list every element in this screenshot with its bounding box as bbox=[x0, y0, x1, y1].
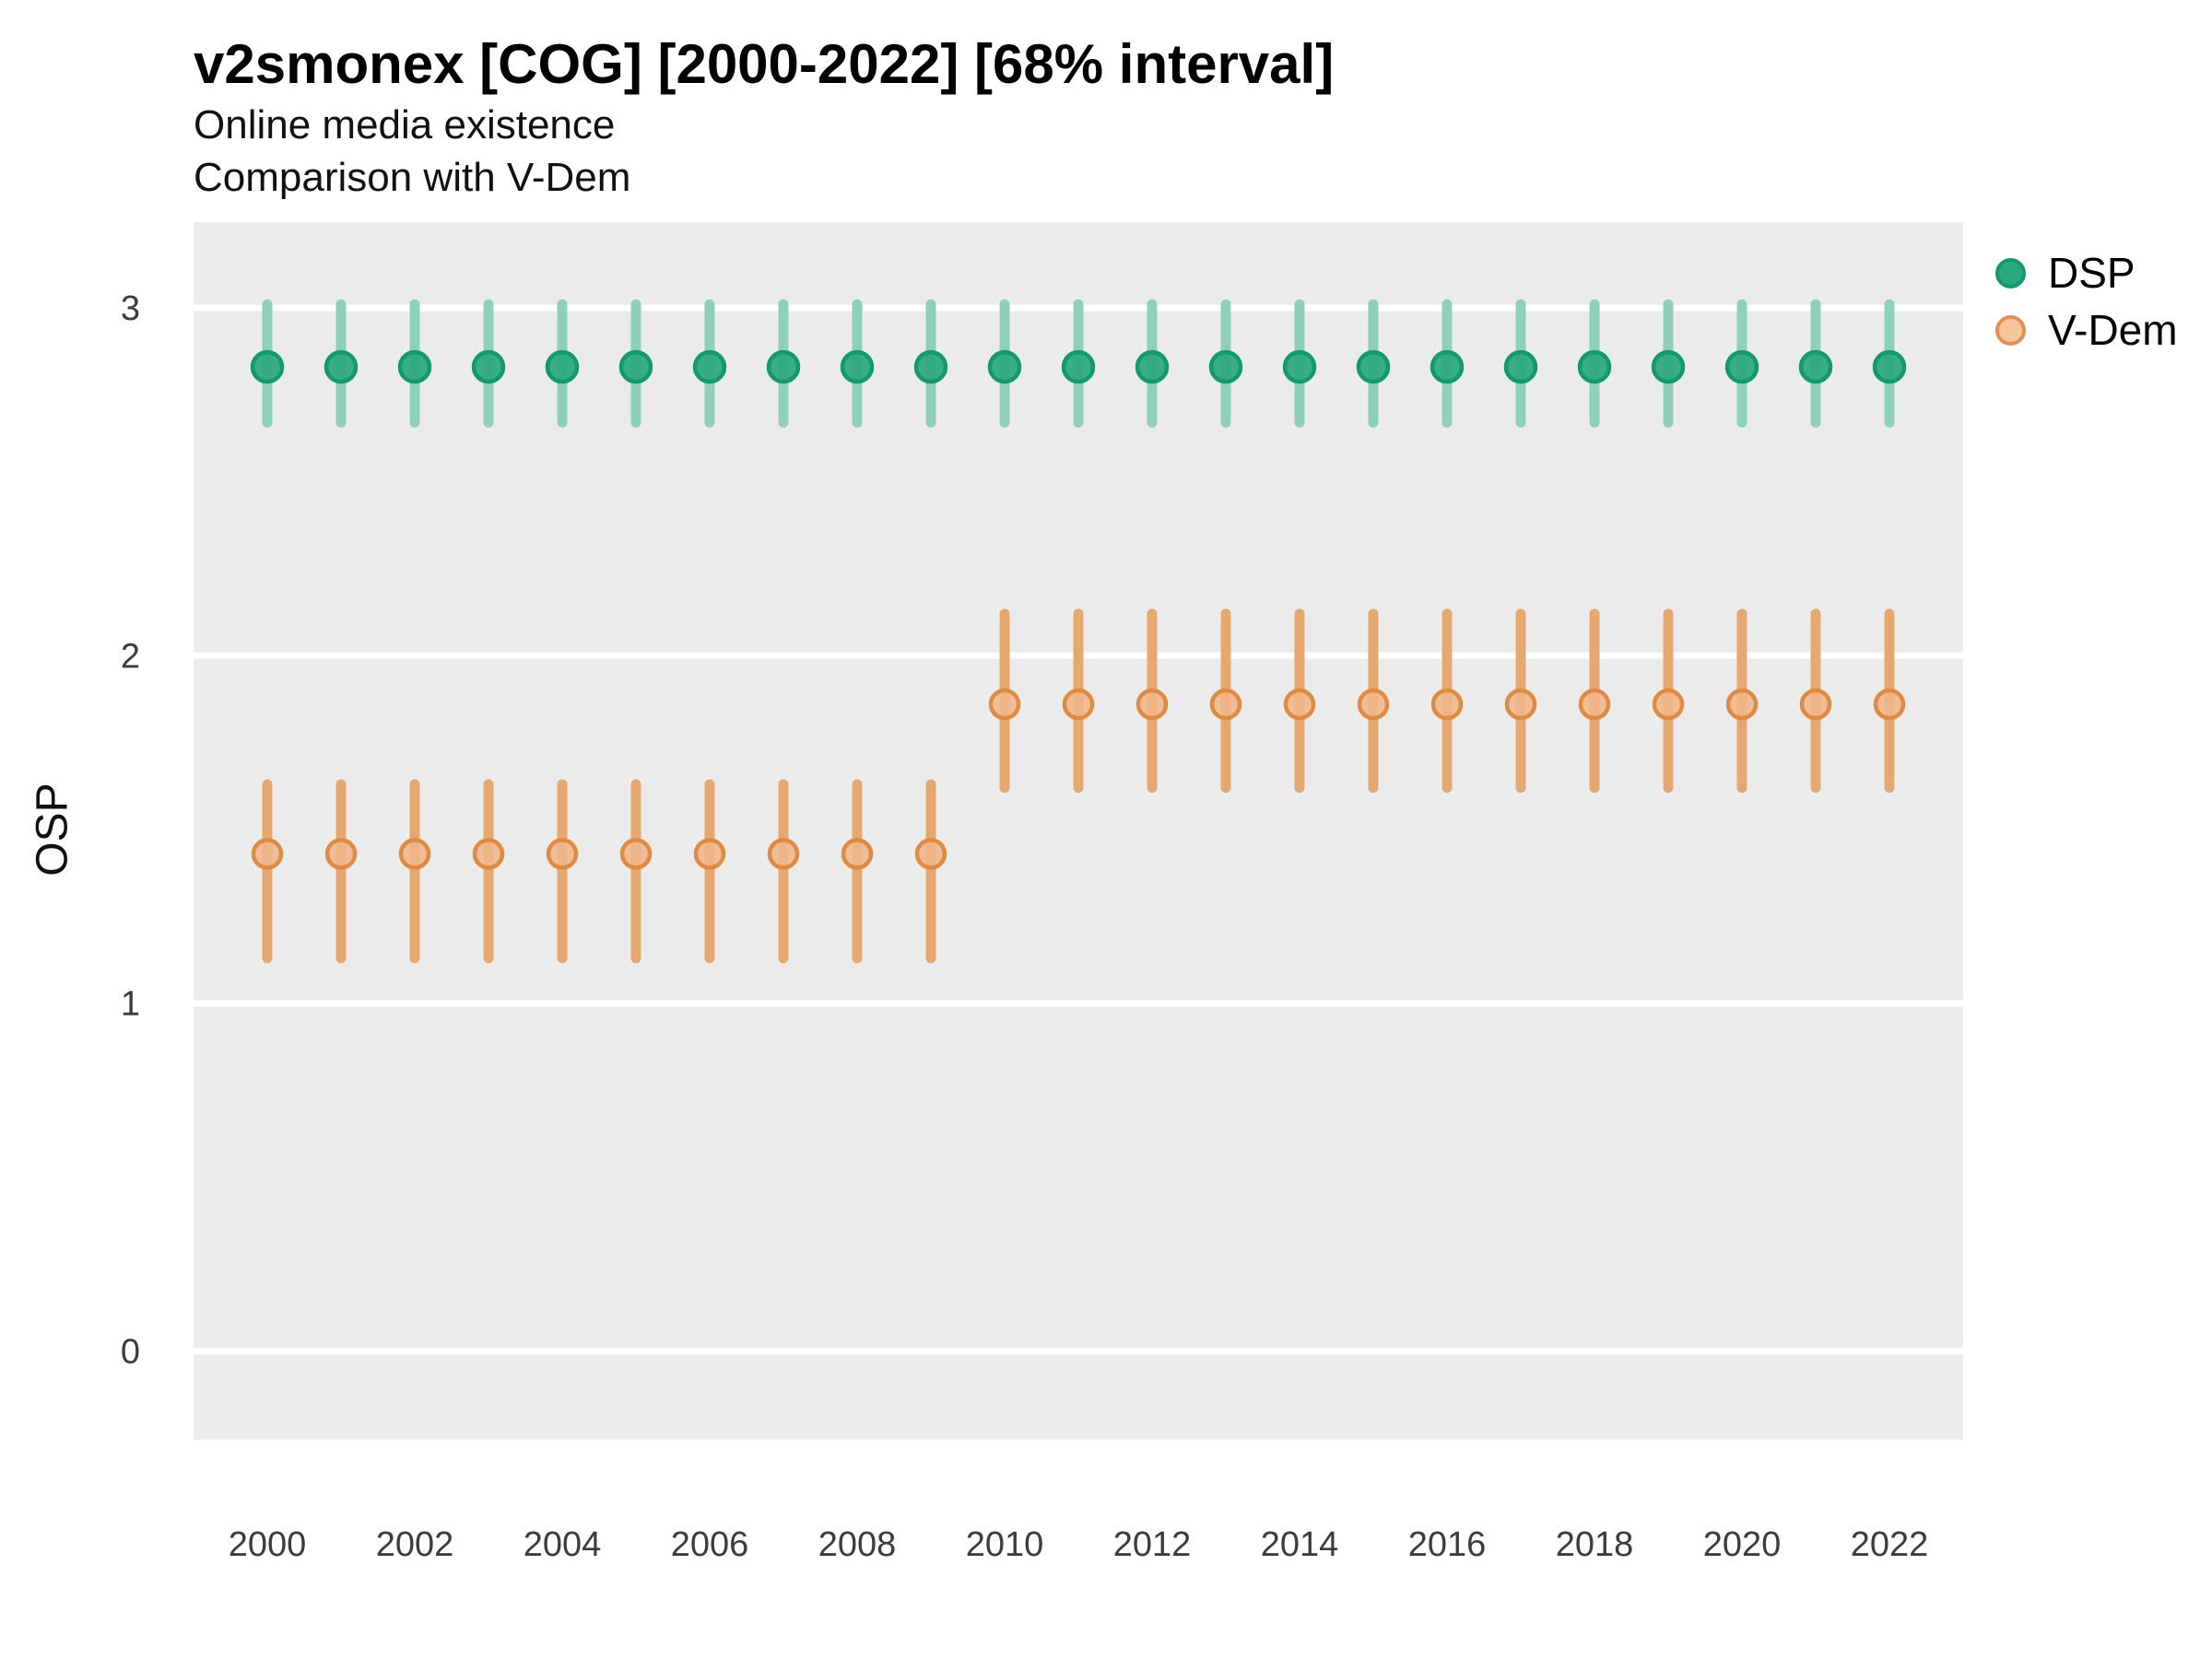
point-dsp-2021 bbox=[1798, 349, 1833, 384]
legend: DSP V-Dem bbox=[1995, 251, 2178, 352]
point-v-dem-2002 bbox=[398, 838, 431, 870]
point-dsp-2020 bbox=[1724, 349, 1759, 384]
point-v-dem-2018 bbox=[1578, 688, 1611, 721]
y-tick-label-0: 0 bbox=[121, 1333, 140, 1371]
point-dsp-2008 bbox=[840, 349, 875, 384]
point-dsp-2019 bbox=[1651, 349, 1686, 384]
point-dsp-2015 bbox=[1356, 349, 1391, 384]
point-v-dem-2008 bbox=[841, 838, 874, 870]
x-tick-label-2008: 2008 bbox=[818, 1525, 897, 1564]
legend-item-dsp: DSP bbox=[1995, 251, 2178, 295]
point-dsp-2017 bbox=[1503, 349, 1538, 384]
point-dsp-2014 bbox=[1282, 349, 1317, 384]
point-dsp-2009 bbox=[913, 349, 948, 384]
point-dsp-2000 bbox=[250, 349, 285, 384]
point-v-dem-2010 bbox=[988, 688, 1021, 721]
point-v-dem-2016 bbox=[1430, 688, 1464, 721]
point-v-dem-2000 bbox=[251, 838, 284, 870]
point-v-dem-2011 bbox=[1062, 688, 1095, 721]
point-v-dem-2013 bbox=[1209, 688, 1242, 721]
chart-subtitle-line2: Comparison with V-Dem bbox=[194, 155, 631, 200]
x-tick-label-2020: 2020 bbox=[1703, 1525, 1782, 1564]
point-dsp-2018 bbox=[1577, 349, 1612, 384]
point-v-dem-2005 bbox=[619, 838, 653, 870]
y-tick-label-2: 2 bbox=[121, 637, 140, 676]
y-tick-label-1: 1 bbox=[121, 985, 140, 1024]
x-tick-label-2022: 2022 bbox=[1851, 1525, 1929, 1564]
x-tick-label-2014: 2014 bbox=[1261, 1525, 1339, 1564]
point-v-dem-2006 bbox=[693, 838, 726, 870]
point-v-dem-2022 bbox=[1873, 688, 1906, 721]
point-v-dem-2001 bbox=[324, 838, 358, 870]
legend-marker-vdem-icon bbox=[1995, 314, 2026, 346]
point-v-dem-2003 bbox=[472, 838, 505, 870]
point-dsp-2006 bbox=[692, 349, 727, 384]
point-v-dem-2021 bbox=[1799, 688, 1832, 721]
point-v-dem-2015 bbox=[1357, 688, 1390, 721]
x-tick-label-2002: 2002 bbox=[376, 1525, 454, 1564]
x-tick-label-2004: 2004 bbox=[524, 1525, 602, 1564]
point-v-dem-2007 bbox=[767, 838, 800, 870]
point-dsp-2001 bbox=[324, 349, 359, 384]
x-tick-label-2006: 2006 bbox=[671, 1525, 749, 1564]
point-dsp-2016 bbox=[1430, 349, 1465, 384]
point-dsp-2013 bbox=[1208, 349, 1243, 384]
legend-marker-dsp-icon bbox=[1995, 257, 2026, 288]
point-dsp-2005 bbox=[618, 349, 653, 384]
chart-subtitle-line1: Online media existence bbox=[194, 102, 616, 147]
point-dsp-2002 bbox=[397, 349, 432, 384]
point-v-dem-2012 bbox=[1135, 688, 1169, 721]
point-v-dem-2004 bbox=[546, 838, 579, 870]
y-tick-label-3: 3 bbox=[121, 289, 140, 328]
point-v-dem-2014 bbox=[1283, 688, 1316, 721]
chart-title: v2smonex [COG] [2000-2022] [68% interval… bbox=[194, 33, 1335, 95]
point-v-dem-2009 bbox=[914, 838, 947, 870]
point-dsp-2004 bbox=[545, 349, 580, 384]
point-dsp-2010 bbox=[987, 349, 1022, 384]
x-tick-label-2016: 2016 bbox=[1408, 1525, 1487, 1564]
point-v-dem-2017 bbox=[1504, 688, 1537, 721]
point-v-dem-2019 bbox=[1652, 688, 1685, 721]
legend-label-dsp: DSP bbox=[2048, 249, 2136, 297]
x-tick-label-2018: 2018 bbox=[1556, 1525, 1634, 1564]
legend-label-vdem: V-Dem bbox=[2048, 306, 2178, 354]
point-dsp-2007 bbox=[766, 349, 801, 384]
point-v-dem-2020 bbox=[1725, 688, 1759, 721]
x-tick-label-2012: 2012 bbox=[1113, 1525, 1192, 1564]
point-dsp-2012 bbox=[1135, 349, 1170, 384]
point-dsp-2003 bbox=[471, 349, 506, 384]
point-dsp-2011 bbox=[1061, 349, 1096, 384]
point-dsp-2022 bbox=[1872, 349, 1907, 384]
x-tick-label-2010: 2010 bbox=[966, 1525, 1044, 1564]
x-tick-label-2000: 2000 bbox=[229, 1525, 307, 1564]
legend-item-vdem: V-Dem bbox=[1995, 308, 2178, 352]
